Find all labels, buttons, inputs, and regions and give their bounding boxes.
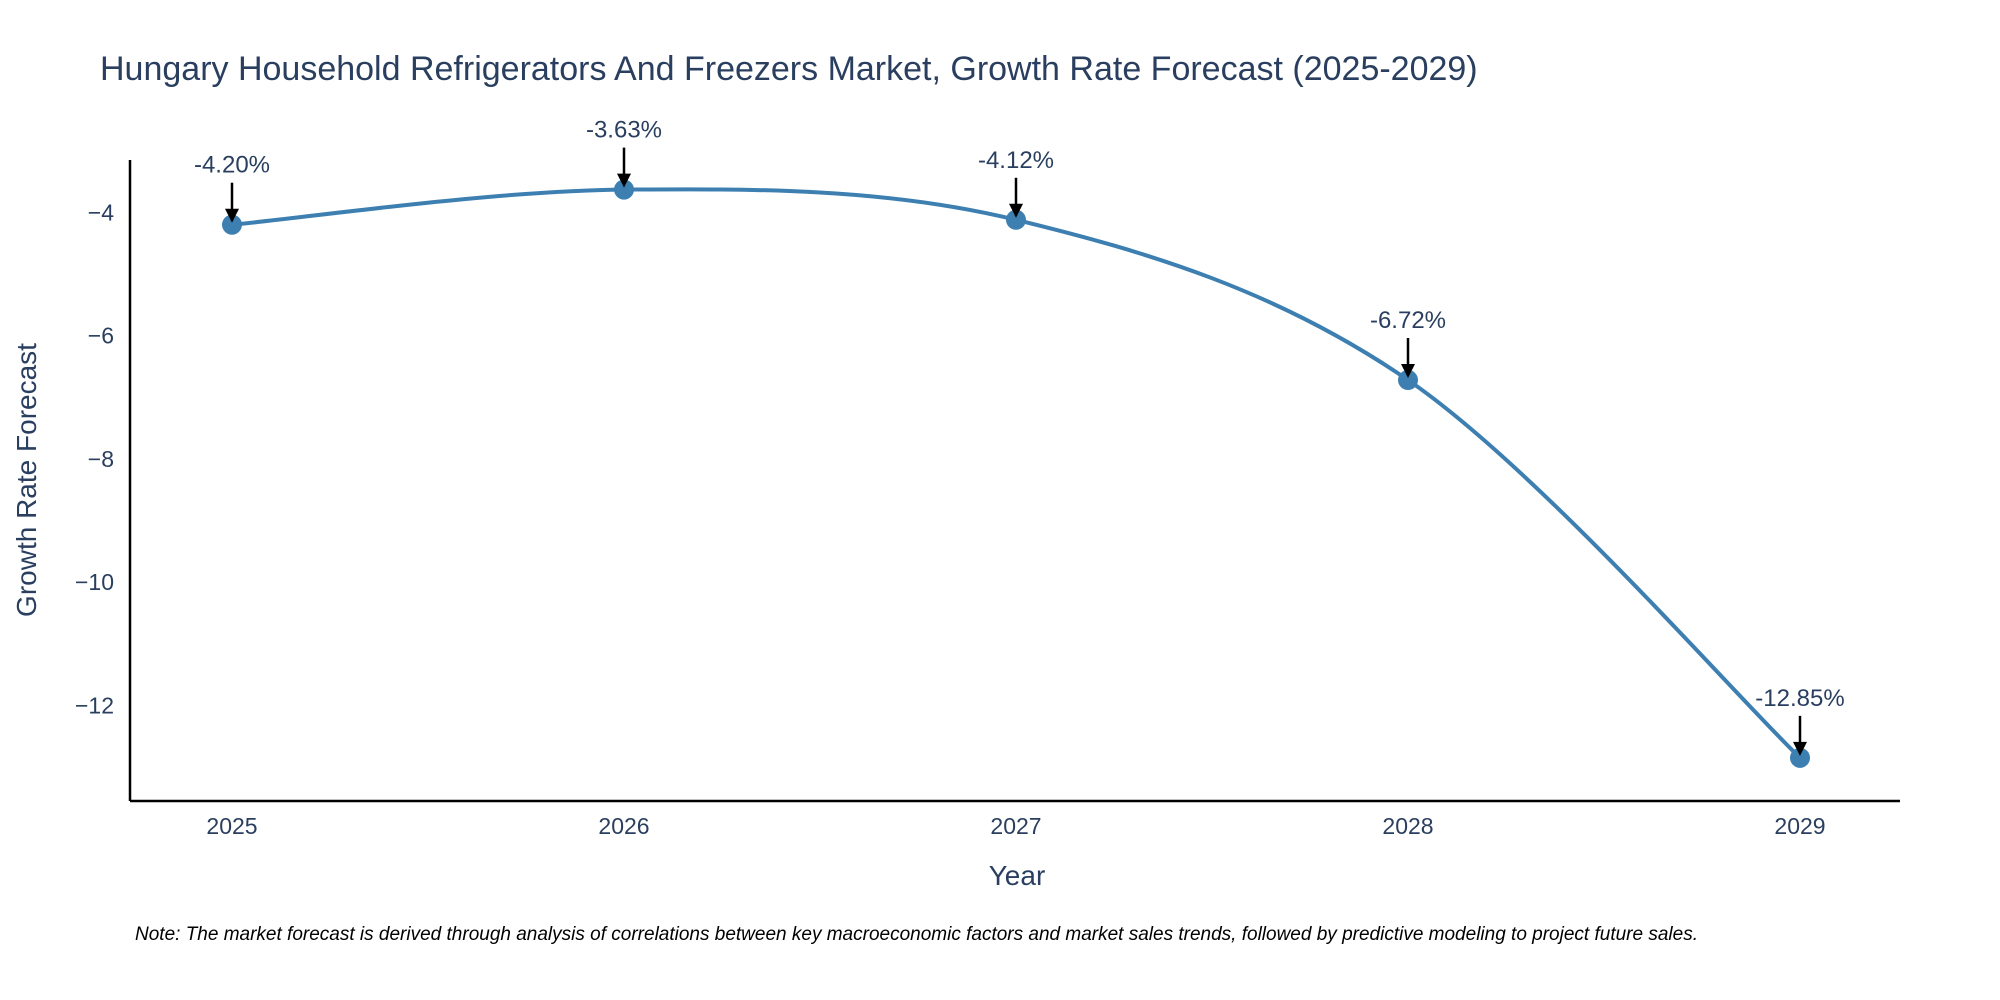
y-axis-title: Growth Rate Forecast <box>11 343 42 617</box>
data-points <box>222 179 1810 768</box>
x-tick-label: 2026 <box>598 813 649 839</box>
y-tick-label: −4 <box>88 199 114 225</box>
data-label: -4.12% <box>978 147 1054 174</box>
x-tick-label: 2025 <box>206 813 257 839</box>
axes <box>128 160 1900 803</box>
data-label: -12.85% <box>1755 685 1844 712</box>
annotation-arrow-head <box>1009 203 1023 218</box>
data-point <box>222 214 242 235</box>
series-line <box>231 187 1802 760</box>
data-labels: -4.20% -3.63% -4.12% -6.72% -12.85% <box>194 117 1845 756</box>
annotation-arrow-head <box>1401 364 1415 379</box>
x-tick-label: 2027 <box>990 813 1041 839</box>
data-point <box>1006 209 1026 230</box>
annotation-arrow-head <box>225 208 239 223</box>
data-label: -3.63% <box>586 117 662 144</box>
chart-title: Hungary Household Refrigerators And Free… <box>100 50 1478 88</box>
x-tick-label: 2028 <box>1382 813 1433 839</box>
series-line-layer <box>231 187 1802 760</box>
annotation-arrow-head <box>617 173 631 188</box>
data-label: -4.20% <box>194 152 270 179</box>
footnote: Note: The market forecast is derived thr… <box>135 924 1698 945</box>
data-point <box>1790 747 1810 768</box>
x-axis-title: Year <box>989 860 1046 891</box>
y-tick-label: −8 <box>88 446 114 472</box>
x-tick-label: 2029 <box>1774 813 1825 839</box>
y-tick-label: −12 <box>75 692 114 718</box>
data-point <box>614 179 634 200</box>
annotation-arrow-head <box>1793 741 1807 756</box>
y-tick-label: −10 <box>75 569 114 595</box>
data-label: -6.72% <box>1370 307 1446 334</box>
tick-labels: −4 −6 −8 −10 −12 2025 2026 2027 2028 2029 <box>75 199 1826 839</box>
data-point <box>1398 370 1418 391</box>
y-tick-label: −6 <box>88 323 114 349</box>
